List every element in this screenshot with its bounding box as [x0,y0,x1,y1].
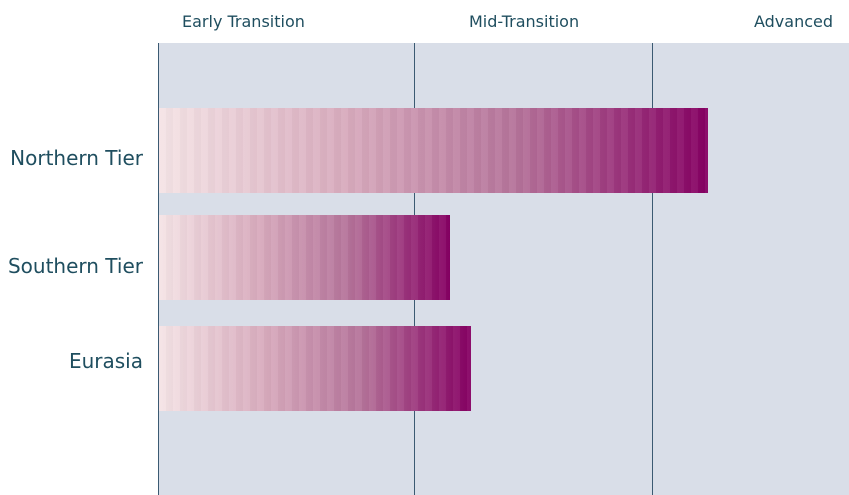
bar-southern-tier [159,215,450,300]
category-label-southern-tier: Southern Tier [7,254,143,278]
stage-label-mid: Mid-Transition [469,12,580,31]
category-label-northern-tier: Northern Tier [10,146,143,170]
stage-divider-start [158,43,159,495]
stage-label-advanced: Advanced [753,12,833,31]
category-label-eurasia: Eurasia [68,349,143,373]
stage-label-early: Early Transition [182,12,305,31]
bar-eurasia [159,326,471,411]
bar-northern-tier [159,108,708,193]
stage-divider-advanced [652,43,653,495]
